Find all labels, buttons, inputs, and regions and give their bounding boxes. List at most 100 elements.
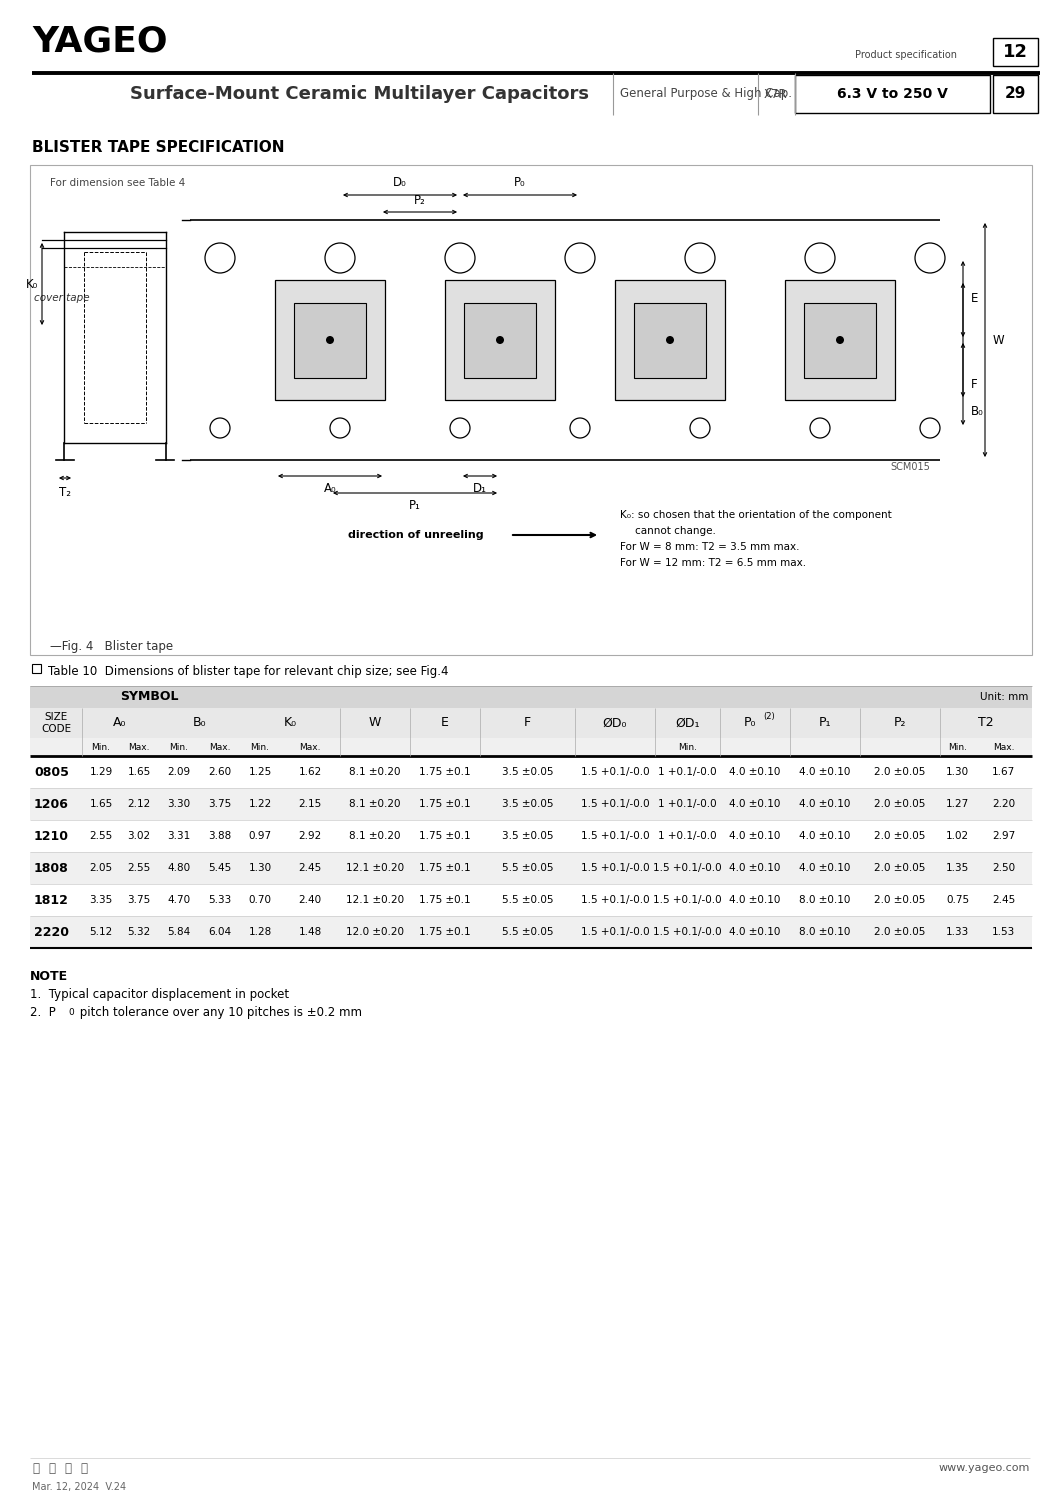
Text: ØD₁: ØD₁ [675,716,700,730]
Text: 2.55: 2.55 [127,863,151,873]
Bar [30,739,1032,756]
Text: 8.1 ±0.20: 8.1 ±0.20 [349,831,401,840]
Text: P₀: P₀ [744,716,756,730]
Text: Min.: Min. [170,743,189,752]
Text: 1 +0.1/-0.0: 1 +0.1/-0.0 [658,767,717,777]
Text: 1.27: 1.27 [946,798,969,809]
Text: 8.1 ±0.20: 8.1 ±0.20 [349,798,401,809]
Circle shape [836,336,844,345]
Text: direction of unreeling: direction of unreeling [348,530,483,539]
Text: 29: 29 [1004,87,1026,102]
Text: A₀: A₀ [113,716,127,730]
Text: X7R: X7R [764,87,788,100]
Text: 1.25: 1.25 [248,767,271,777]
Text: B₀: B₀ [971,404,984,418]
Text: W: W [369,716,382,730]
Text: 2.45: 2.45 [992,894,1015,905]
Bar [32,664,41,673]
Text: 2.92: 2.92 [298,831,321,840]
Text: General Purpose & High Cap.: General Purpose & High Cap. [620,87,792,100]
Text: 2.0 ±0.05: 2.0 ±0.05 [874,863,925,873]
Text: 6.04: 6.04 [209,927,231,938]
Text: F: F [971,377,977,391]
Text: 1.5 +0.1/-0.0: 1.5 +0.1/-0.0 [581,798,650,809]
Text: 0805: 0805 [34,765,69,779]
Text: 1808: 1808 [34,861,69,875]
Text: 1.33: 1.33 [946,927,969,938]
Text: 0.97: 0.97 [248,831,271,840]
Text: 2.60: 2.60 [209,767,231,777]
Text: 1.02: 1.02 [946,831,969,840]
Text: 1.62: 1.62 [298,767,321,777]
Text: 1.22: 1.22 [248,798,271,809]
Text: 1.65: 1.65 [127,767,151,777]
Text: 1.75 ±0.1: 1.75 ±0.1 [419,894,471,905]
Bar [30,884,1032,915]
Bar [464,303,536,377]
Text: 2.0 ±0.05: 2.0 ±0.05 [874,798,925,809]
Text: 5.12: 5.12 [89,927,112,938]
Text: 4.0 ±0.10: 4.0 ±0.10 [729,894,780,905]
Text: P₀: P₀ [514,175,526,189]
Text: Table 10  Dimensions of blister tape for relevant chip size; see Fig.4: Table 10 Dimensions of blister tape for … [48,665,448,679]
Bar [30,709,1032,739]
Text: 1.75 ±0.1: 1.75 ±0.1 [419,831,471,840]
Text: 1.75 ±0.1: 1.75 ±0.1 [419,927,471,938]
Bar [993,37,1038,66]
Bar [30,686,1032,709]
Text: 2.0 ±0.05: 2.0 ±0.05 [874,894,925,905]
Text: 1.48: 1.48 [298,927,321,938]
Text: T2: T2 [978,716,994,730]
Text: 1 +0.1/-0.0: 1 +0.1/-0.0 [658,798,717,809]
Text: 1.5 +0.1/-0.0: 1.5 +0.1/-0.0 [653,894,722,905]
Text: 12.0 ±0.20: 12.0 ±0.20 [346,927,404,938]
Text: Max.: Max. [128,743,149,752]
Text: Max.: Max. [993,743,1014,752]
Text: P₂: P₂ [414,195,426,207]
Text: cover tape: cover tape [34,294,90,303]
Text: 2.97: 2.97 [992,831,1015,840]
Text: 1.75 ±0.1: 1.75 ±0.1 [419,798,471,809]
Text: For dimension see Table 4: For dimension see Table 4 [50,178,186,189]
Text: 2.09: 2.09 [167,767,191,777]
Text: 3.75: 3.75 [127,894,151,905]
Circle shape [326,336,334,345]
Text: 2.05: 2.05 [89,863,112,873]
Text: P₁: P₁ [409,499,421,512]
Text: 1.5 +0.1/-0.0: 1.5 +0.1/-0.0 [581,767,650,777]
Bar [993,75,1038,112]
Text: E: E [441,716,449,730]
Text: 8.0 ±0.10: 8.0 ±0.10 [799,927,851,938]
Text: 1.5 +0.1/-0.0: 1.5 +0.1/-0.0 [581,831,650,840]
Text: 1.5 +0.1/-0.0: 1.5 +0.1/-0.0 [653,927,722,938]
Text: 1.35: 1.35 [946,863,969,873]
Text: Ⓣ: Ⓣ [32,1462,39,1474]
Text: K₀: K₀ [25,277,38,291]
Text: 3.88: 3.88 [209,831,232,840]
Text: 3.75: 3.75 [209,798,232,809]
Text: 8.1 ±0.20: 8.1 ±0.20 [349,767,401,777]
Text: Max.: Max. [299,743,321,752]
Text: 5.5 ±0.05: 5.5 ±0.05 [501,894,553,905]
Text: 4.0 ±0.10: 4.0 ±0.10 [799,798,851,809]
Text: 12.1 ±0.20: 12.1 ±0.20 [346,863,404,873]
Text: 0.70: 0.70 [248,894,271,905]
Text: Min.: Min. [948,743,967,752]
Text: www.yageo.com: www.yageo.com [938,1464,1030,1473]
Text: 2.0 ±0.05: 2.0 ±0.05 [874,767,925,777]
Text: W: W [993,334,1005,346]
Text: 4.0 ±0.10: 4.0 ±0.10 [729,798,780,809]
Text: 2.20: 2.20 [992,798,1015,809]
Text: 3.30: 3.30 [167,798,191,809]
Text: 1.29: 1.29 [89,767,112,777]
Text: 1 +0.1/-0.0: 1 +0.1/-0.0 [658,831,717,840]
Text: Surface-Mount Ceramic Multilayer Capacitors: Surface-Mount Ceramic Multilayer Capacit… [130,85,589,103]
Text: 3.5 ±0.05: 3.5 ±0.05 [501,831,553,840]
Text: 5.33: 5.33 [209,894,232,905]
Text: P₁: P₁ [818,716,831,730]
Text: 2.40: 2.40 [299,894,321,905]
Text: 1.5 +0.1/-0.0: 1.5 +0.1/-0.0 [581,863,650,873]
Bar [30,756,1032,788]
Text: YAGEO: YAGEO [32,25,167,58]
Text: 2.50: 2.50 [992,863,1015,873]
